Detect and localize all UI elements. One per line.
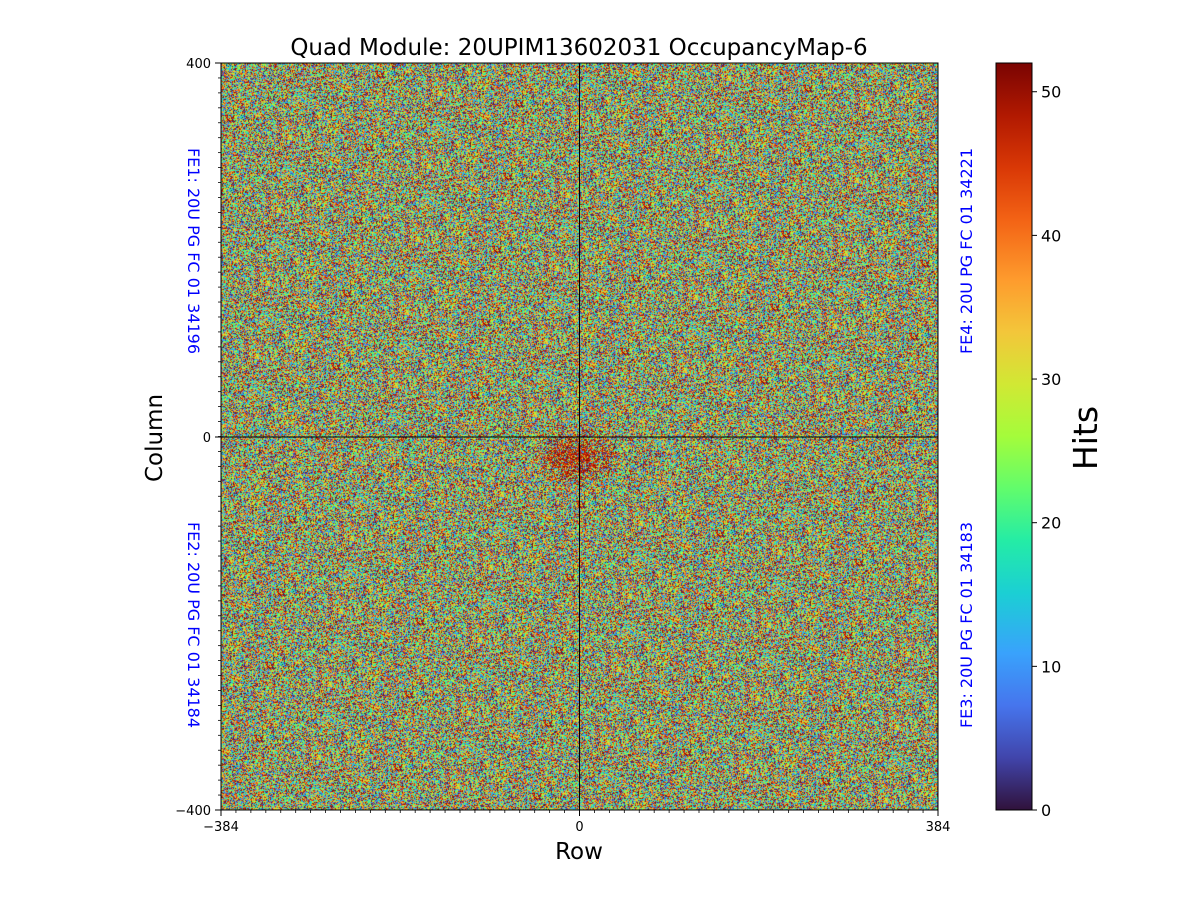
y-tick-label: 0 [203, 431, 211, 446]
x-axis-label: Row [555, 839, 603, 865]
colorbar-tick-label: 50 [1041, 83, 1061, 102]
y-axis-label: Column [142, 394, 168, 482]
colorbar-tick-label: 30 [1041, 370, 1061, 389]
chip-label-fe3: FE3: 20U PG FC 01 34183 [957, 522, 976, 728]
chip-label-fe1: FE1: 20U PG FC 01 34196 [184, 148, 203, 354]
x-tick-label: −384 [203, 820, 239, 835]
colorbar-tick-label: 20 [1041, 514, 1061, 533]
x-tick-label: 0 [575, 820, 583, 835]
minor-ticks [218, 62, 939, 813]
y-tick-label: −400 [175, 804, 211, 819]
colorbar-tick-label: 0 [1041, 801, 1051, 820]
colorbar-tick-label: 10 [1041, 657, 1061, 676]
colorbar [995, 62, 1033, 811]
y-tick-label: 400 [186, 57, 211, 72]
chip-label-fe2: FE2: 20U PG FC 01 34184 [184, 522, 203, 728]
x-tick-label: 384 [926, 820, 951, 835]
chip-label-fe4: FE4: 20U PG FC 01 34221 [957, 148, 976, 354]
colorbar-tick-label: 40 [1041, 226, 1061, 245]
colorbar-ticks: 0 10 20 30 40 50 [1032, 83, 1061, 820]
chart-title: Quad Module: 20UPIM13602031 OccupancyMap… [290, 35, 867, 61]
colorbar-label: Hits [1066, 406, 1105, 470]
